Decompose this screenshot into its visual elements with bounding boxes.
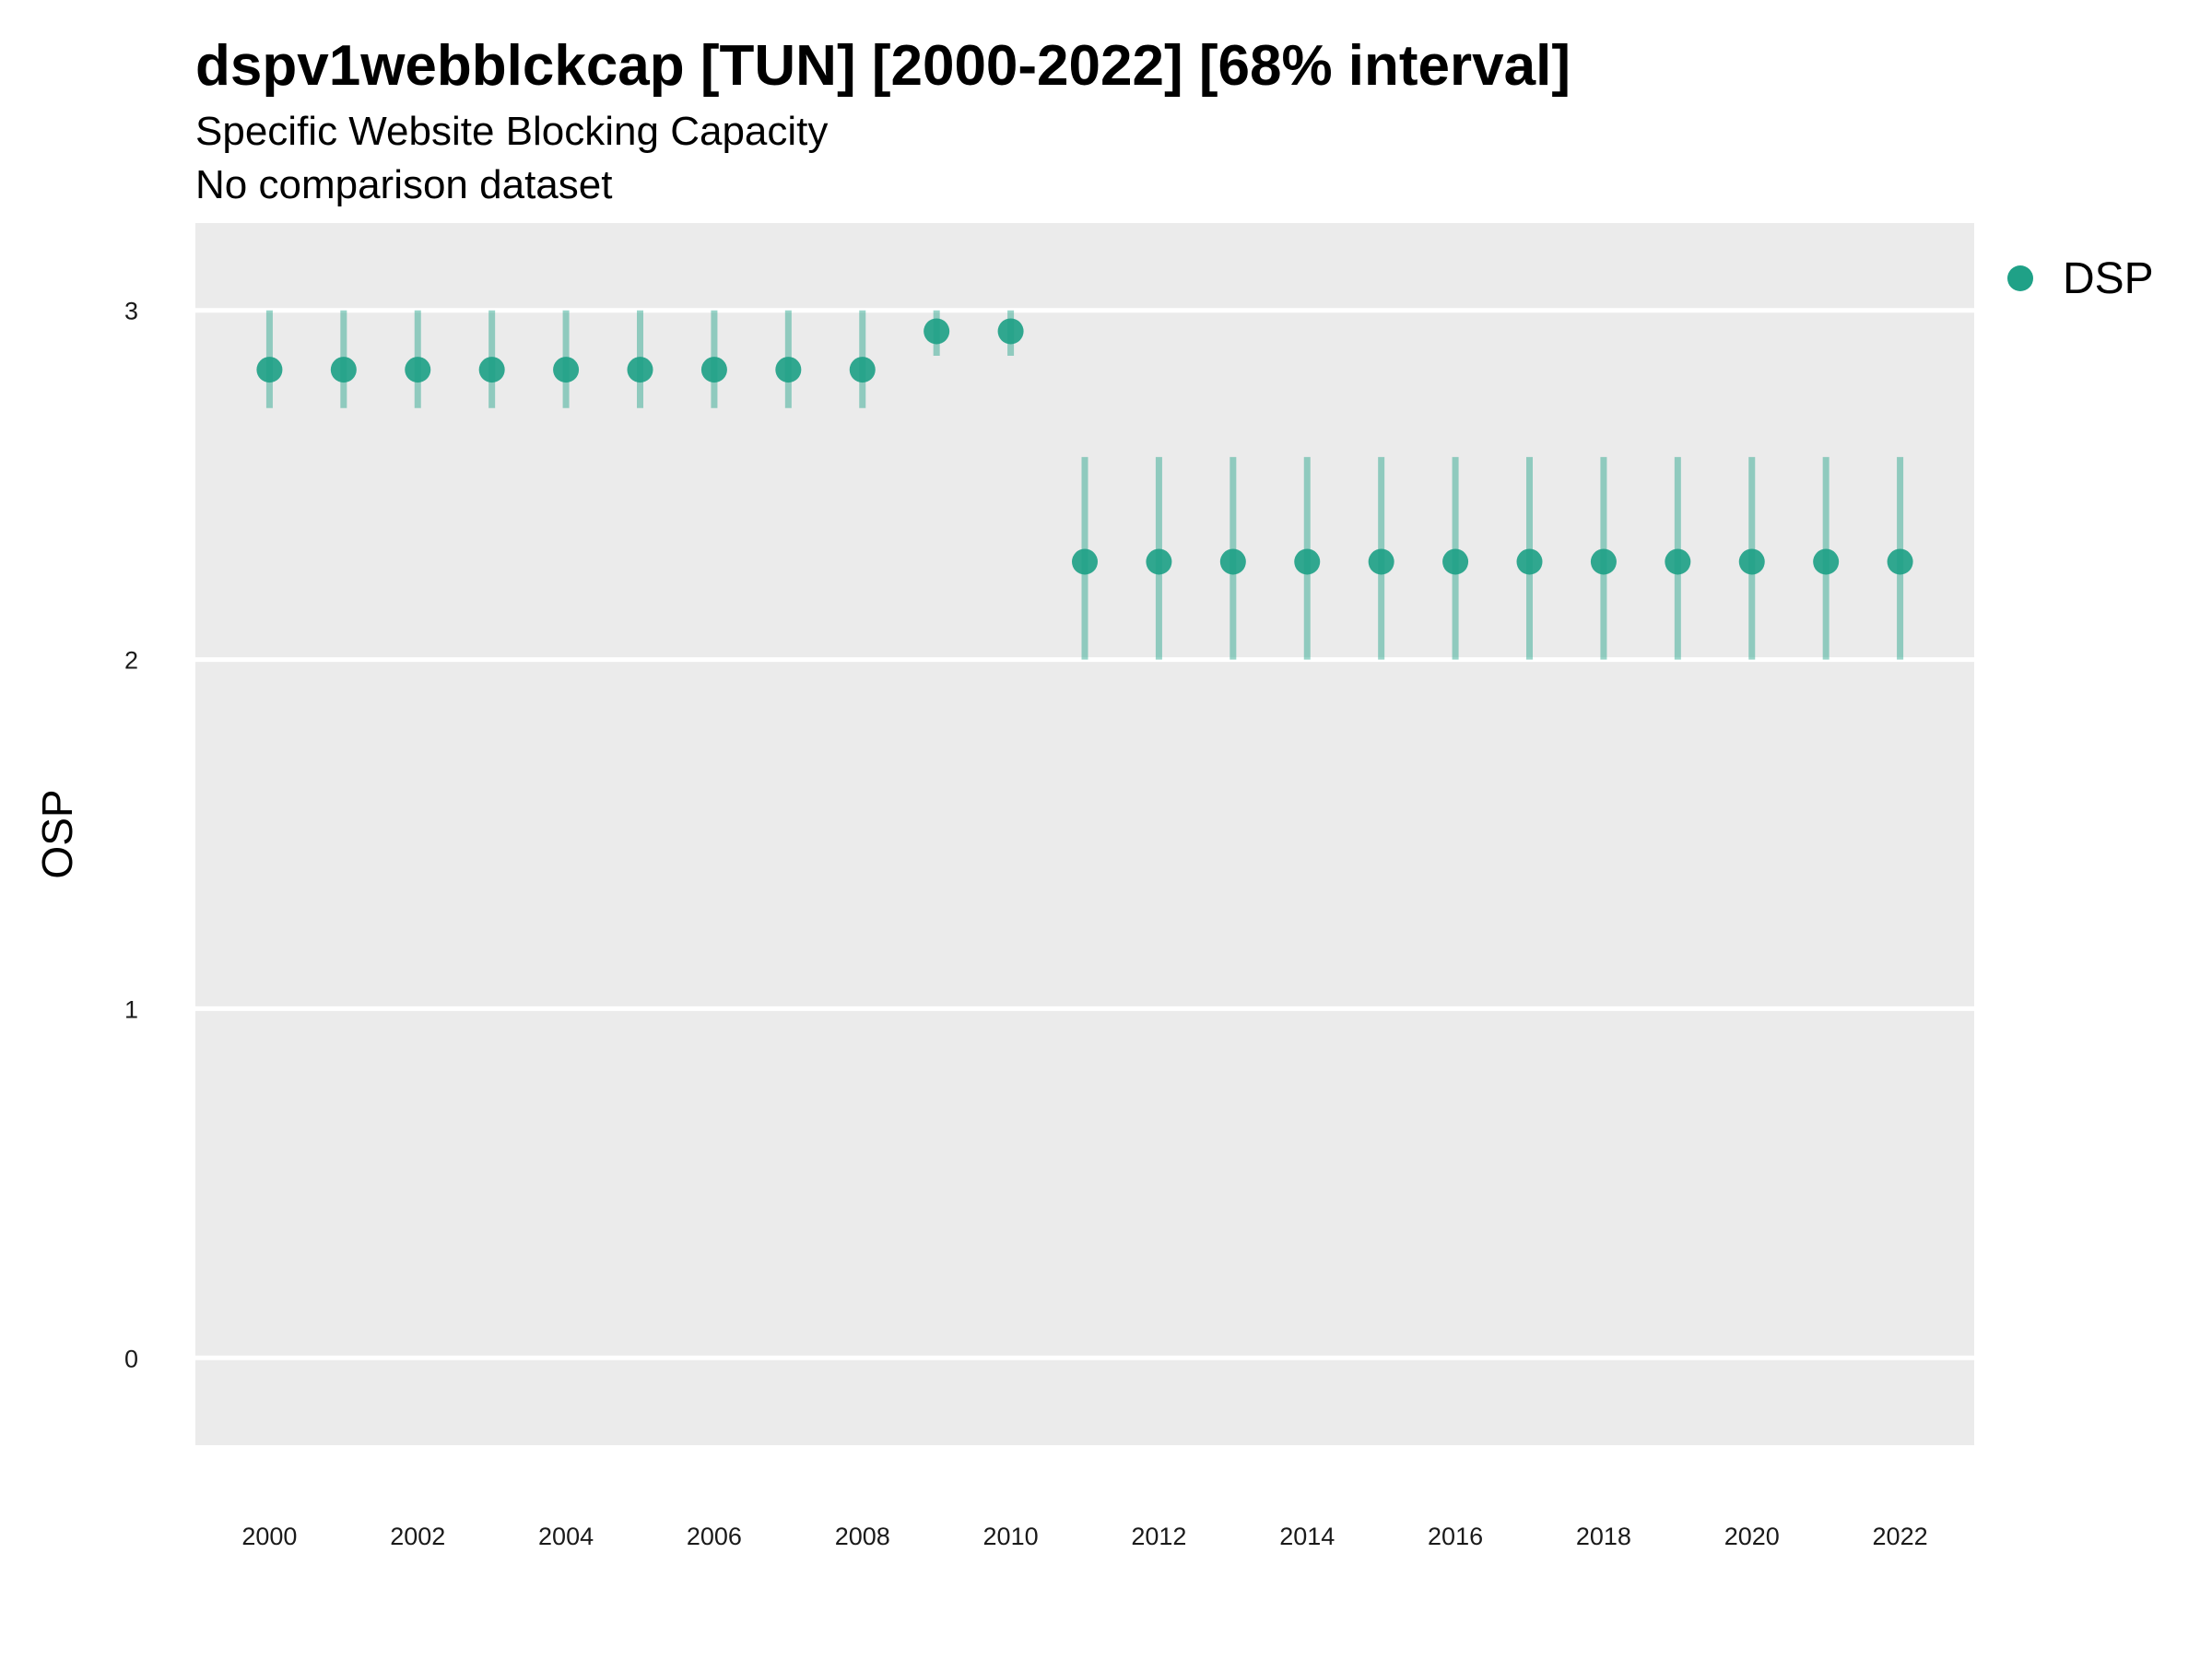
y-axis-ticks: 0 1 2 3 <box>124 298 138 1373</box>
x-tick-label-2008: 2008 <box>835 1523 890 1550</box>
y-tick-label-3: 3 <box>124 298 138 325</box>
point-2006 <box>700 357 727 383</box>
point-2004 <box>553 357 580 383</box>
point-2014 <box>1294 548 1321 575</box>
point-2000 <box>256 357 283 383</box>
point-2012 <box>1146 548 1172 575</box>
point-2009 <box>924 318 950 345</box>
x-tick-label-2010: 2010 <box>983 1523 1039 1550</box>
x-tick-label-2002: 2002 <box>390 1523 445 1550</box>
x-tick-label-2016: 2016 <box>1428 1523 1483 1550</box>
grid-lines <box>195 308 1974 1360</box>
point-2018 <box>1590 548 1617 575</box>
point-2001 <box>330 357 357 383</box>
y-tick-label-1: 1 <box>124 995 138 1023</box>
y-axis-label: OSP <box>33 789 81 878</box>
x-tick-label-2006: 2006 <box>687 1523 742 1550</box>
plot-panel <box>195 223 1974 1445</box>
point-2019 <box>1665 548 1691 575</box>
x-tick-label-2004: 2004 <box>538 1523 594 1550</box>
point-2020 <box>1738 548 1765 575</box>
x-tick-label-2012: 2012 <box>1131 1523 1186 1550</box>
chart-subtitle: Specific Website Blocking Capacity <box>195 109 828 154</box>
point-2011 <box>1072 548 1098 575</box>
point-2016 <box>1442 548 1469 575</box>
y-tick-label-0: 0 <box>124 1345 138 1372</box>
y-tick-label-2: 2 <box>124 647 138 675</box>
point-2008 <box>849 357 876 383</box>
legend-label-dsp: DSP <box>2063 254 2154 303</box>
chart-title: dspv1webblckcap [TUN] [2000-2022] [68% i… <box>195 34 1571 98</box>
data-points <box>256 318 1913 575</box>
point-2022 <box>1887 548 1913 575</box>
point-2013 <box>1219 548 1246 575</box>
point-2002 <box>405 357 431 383</box>
point-2010 <box>997 318 1024 345</box>
point-2015 <box>1368 548 1394 575</box>
point-2005 <box>627 357 653 383</box>
legend-marker-dsp <box>2007 265 2033 291</box>
x-tick-label-2014: 2014 <box>1279 1523 1335 1550</box>
legend: DSP <box>2007 254 2154 303</box>
x-axis-ticks: 2000 2002 2004 2006 2008 2010 2012 2014 2016 2018… <box>241 1523 1927 1550</box>
x-tick-label-2018: 2018 <box>1576 1523 1631 1550</box>
x-tick-label-2000: 2000 <box>241 1523 297 1550</box>
point-2003 <box>478 357 505 383</box>
point-2021 <box>1813 548 1840 575</box>
x-tick-label-2022: 2022 <box>1873 1523 1928 1550</box>
chart-subtitle-2: No comparison dataset <box>195 162 612 207</box>
point-2007 <box>775 357 802 383</box>
point-2017 <box>1516 548 1543 575</box>
x-tick-label-2020: 2020 <box>1724 1523 1780 1550</box>
